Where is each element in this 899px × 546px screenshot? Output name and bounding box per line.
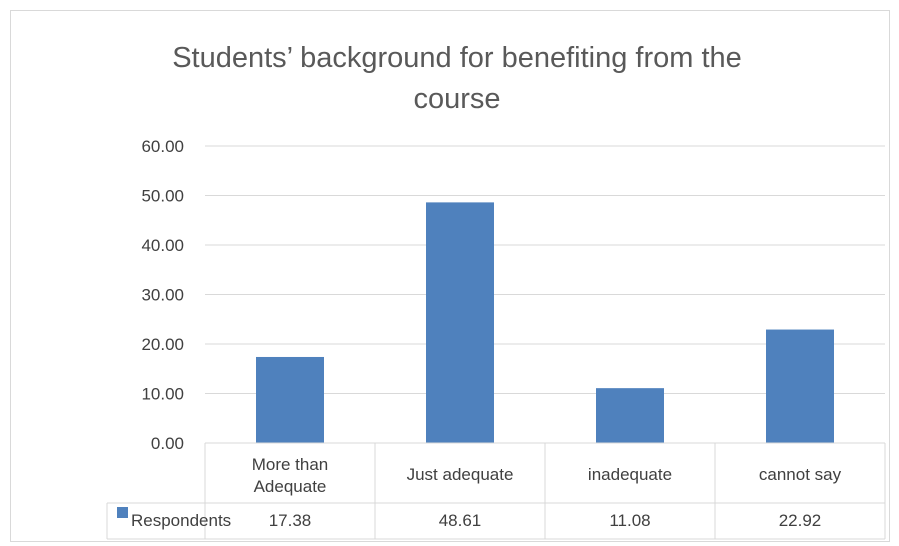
data-table-value: 17.38 — [269, 511, 312, 530]
data-table: More than Adequate Just adequate inadequate… — [106, 442, 886, 540]
chart-frame — [10, 10, 890, 542]
legend-swatch — [117, 507, 128, 518]
bar — [766, 329, 834, 443]
y-tick-label: 0.00 — [151, 434, 184, 453]
bars — [256, 202, 834, 443]
chart-title-line-1: Students’ background for benefiting from… — [172, 42, 742, 74]
y-tick-label: 20.00 — [141, 335, 184, 354]
y-tick-label: 40.00 — [141, 236, 184, 255]
x-category-label: Just adequate — [407, 465, 514, 484]
data-table-value: 22.92 — [779, 511, 822, 530]
x-category-label: inadequate — [588, 465, 672, 484]
data-table-value: 48.61 — [439, 511, 482, 530]
bar — [256, 356, 324, 443]
legend-series-name: Respondents — [131, 511, 231, 530]
bar — [426, 202, 494, 443]
x-category-label: More than — [252, 455, 329, 474]
data-table-value: 11.08 — [609, 511, 650, 530]
y-tick-label: 50.00 — [141, 187, 184, 206]
y-tick-label: 10.00 — [141, 385, 184, 404]
bar — [596, 388, 664, 443]
y-tick-label: 30.00 — [141, 286, 184, 305]
x-category-label: cannot say — [759, 465, 842, 484]
y-tick-label: 60.00 — [141, 137, 184, 156]
x-category-label: Adequate — [254, 477, 327, 496]
y-axis-tick-labels: 0.00 10.00 20.00 30.00 40.00 50.00 60.00 — [141, 137, 184, 453]
chart-title-line-2: course — [413, 83, 500, 115]
